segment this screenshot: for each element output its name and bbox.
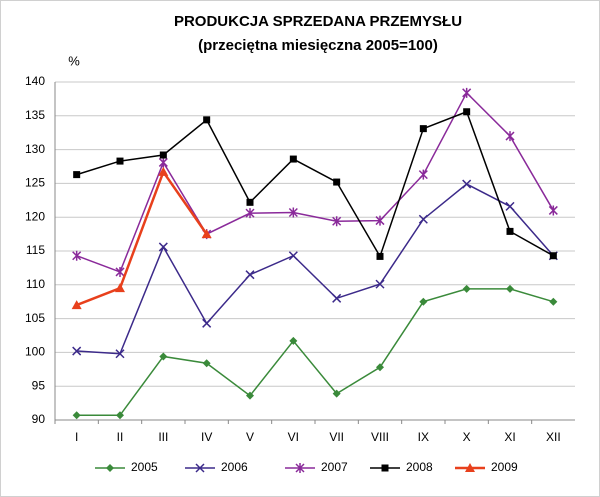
marker bbox=[116, 157, 124, 165]
marker bbox=[375, 279, 385, 289]
series-line bbox=[76, 91, 554, 273]
y-tick-label: 130 bbox=[25, 142, 45, 156]
x-tick-label: V bbox=[246, 430, 254, 444]
series-line bbox=[76, 110, 554, 259]
marker bbox=[506, 284, 514, 293]
marker bbox=[419, 297, 428, 306]
marker bbox=[201, 229, 212, 239]
marker bbox=[548, 205, 558, 216]
series-line bbox=[76, 288, 554, 417]
marker bbox=[115, 283, 125, 293]
marker bbox=[288, 207, 298, 218]
marker bbox=[195, 463, 205, 473]
x-tick-label: IX bbox=[418, 430, 429, 444]
marker bbox=[418, 214, 428, 224]
marker bbox=[159, 151, 167, 159]
y-tick-label: 110 bbox=[26, 277, 45, 291]
marker bbox=[203, 116, 211, 124]
marker bbox=[71, 300, 82, 310]
marker bbox=[246, 198, 254, 206]
marker bbox=[419, 125, 427, 133]
marker bbox=[158, 242, 168, 252]
marker bbox=[505, 201, 515, 211]
marker bbox=[202, 318, 212, 328]
marker bbox=[381, 464, 389, 472]
y-tick-label: 105 bbox=[25, 311, 45, 325]
marker bbox=[245, 208, 255, 219]
x-tick-label: VII bbox=[329, 430, 344, 444]
marker bbox=[73, 171, 81, 179]
marker bbox=[72, 346, 82, 356]
marker bbox=[158, 157, 168, 168]
marker bbox=[462, 87, 472, 98]
y-tick-label: 125 bbox=[25, 176, 45, 190]
marker bbox=[462, 284, 471, 293]
marker bbox=[333, 178, 341, 186]
marker bbox=[376, 363, 384, 372]
legend-label: 2006 bbox=[221, 460, 248, 474]
marker bbox=[106, 464, 114, 472]
x-tick-label: X bbox=[463, 430, 471, 444]
marker bbox=[116, 411, 124, 420]
marker bbox=[72, 411, 81, 420]
marker bbox=[462, 179, 472, 189]
marker bbox=[289, 336, 298, 345]
marker bbox=[246, 391, 254, 400]
marker bbox=[418, 169, 428, 180]
marker bbox=[375, 215, 385, 226]
y-tick-label: 135 bbox=[25, 108, 45, 122]
legend-label: 2005 bbox=[131, 460, 158, 474]
y-tick-label: 90 bbox=[32, 412, 46, 426]
marker bbox=[332, 216, 342, 227]
marker bbox=[295, 463, 305, 473]
x-tick-label: VIII bbox=[371, 430, 389, 444]
legend-label: 2008 bbox=[406, 460, 433, 474]
marker bbox=[332, 293, 342, 303]
marker bbox=[159, 352, 168, 361]
x-tick-label: II bbox=[117, 430, 124, 444]
marker bbox=[289, 155, 297, 163]
y-tick-label: 95 bbox=[32, 378, 46, 392]
marker bbox=[245, 270, 255, 280]
series-line bbox=[76, 183, 554, 355]
marker bbox=[465, 463, 475, 472]
y-tick-label: 120 bbox=[25, 209, 45, 223]
y-tick-label: 100 bbox=[25, 345, 45, 359]
marker bbox=[202, 359, 211, 368]
legend-label: 2007 bbox=[321, 460, 348, 474]
marker bbox=[288, 251, 298, 261]
marker bbox=[506, 227, 514, 235]
x-tick-label: XII bbox=[546, 430, 561, 444]
marker bbox=[549, 297, 558, 306]
x-tick-label: XI bbox=[504, 430, 515, 444]
marker bbox=[115, 266, 125, 277]
marker bbox=[463, 108, 471, 116]
marker bbox=[72, 250, 82, 261]
marker bbox=[332, 389, 341, 398]
y-tick-label: 115 bbox=[26, 243, 45, 257]
y-axis-label: % bbox=[68, 53, 80, 68]
marker bbox=[115, 349, 125, 359]
x-tick-label: VI bbox=[288, 430, 299, 444]
marker bbox=[505, 131, 515, 142]
marker bbox=[549, 252, 557, 260]
marker bbox=[158, 166, 169, 176]
series-line bbox=[76, 169, 208, 307]
x-tick-label: III bbox=[158, 430, 168, 444]
x-tick-label: IV bbox=[201, 430, 212, 444]
y-tick-label: 140 bbox=[25, 74, 45, 88]
legend-label: 2009 bbox=[491, 460, 518, 474]
marker bbox=[376, 252, 384, 260]
chart-subtitle: (przeciętna miesięczna 2005=100) bbox=[198, 37, 438, 54]
x-tick-label: I bbox=[75, 430, 78, 444]
chart-title: PRODUKCJA SPRZEDANA PRZEMYSŁU bbox=[174, 13, 462, 30]
